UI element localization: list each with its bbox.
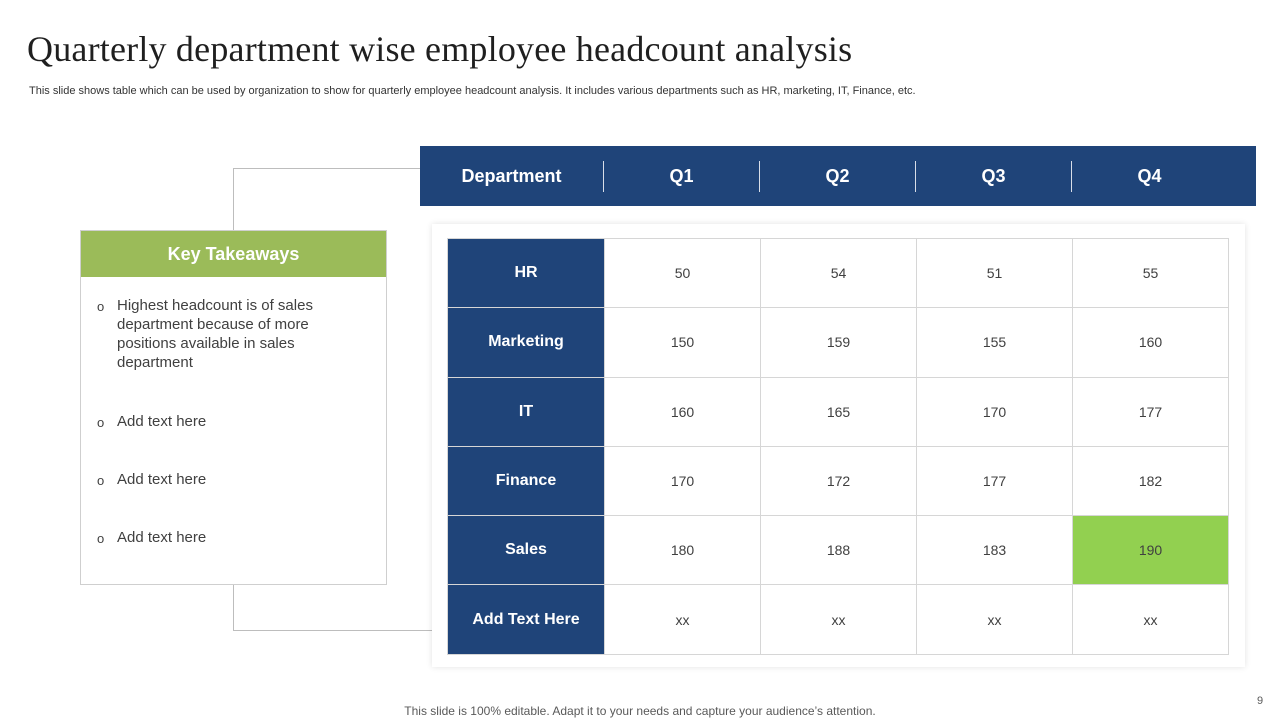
department-cell: Add Text Here (447, 584, 605, 655)
connector-line-bottom (233, 583, 448, 631)
value-cell: 160 (1072, 307, 1229, 378)
takeaway-text: Add text here (117, 413, 207, 430)
value-cell: 55 (1072, 237, 1229, 309)
connector-line-top (233, 168, 423, 231)
key-takeaways-box: Key Takeaways o Highest headcount is of … (80, 230, 387, 585)
value-cell: 160 (604, 376, 761, 447)
table-row: IT 160 165 170 177 (447, 376, 1229, 447)
footer-text: This slide is 100% editable. Adapt it to… (404, 704, 876, 718)
value-cell: 170 (604, 445, 761, 517)
circle-bullet-icon: o (97, 415, 105, 430)
value-cell: 188 (760, 515, 917, 586)
table-row: HR 50 54 51 55 (447, 237, 1229, 309)
value-cell: 150 (604, 307, 761, 378)
header-q2: Q2 (759, 160, 915, 192)
takeaway-item: o Highest headcount is of sales departme… (97, 296, 327, 372)
slide-title: Quarterly department wise employee headc… (27, 29, 853, 69)
slide-subtitle: This slide shows table which can be used… (29, 85, 916, 97)
headcount-table: HR 50 54 51 55 Marketing 150 159 155 160… (447, 237, 1229, 655)
department-cell: Finance (447, 445, 605, 517)
value-cell: xx (1072, 584, 1229, 655)
value-cell: 165 (760, 376, 917, 447)
table-row: Finance 170 172 177 182 (447, 445, 1229, 517)
page-number: 9 (1257, 695, 1264, 707)
value-cell: xx (916, 584, 1073, 655)
table-row: Sales 180 188 183 190 (447, 515, 1229, 586)
circle-bullet-icon: o (97, 473, 105, 488)
takeaway-text: Highest headcount is of sales department… (117, 297, 313, 371)
department-cell: Marketing (447, 307, 605, 378)
value-cell: 182 (1072, 445, 1229, 517)
value-cell: 177 (916, 445, 1073, 517)
takeaway-item: o Add text here (97, 528, 366, 547)
value-cell: 50 (604, 237, 761, 309)
value-cell: 172 (760, 445, 917, 517)
value-cell: 177 (1072, 376, 1229, 447)
header-q1: Q1 (603, 160, 759, 192)
value-cell: xx (604, 584, 761, 655)
takeaway-item: o Add text here (97, 412, 366, 431)
slide-footer: This slide is 100% editable. Adapt it to… (0, 704, 1280, 718)
value-cell: xx (760, 584, 917, 655)
value-cell: 54 (760, 237, 917, 309)
header-department: Department (461, 165, 562, 186)
header-q3: Q3 (915, 160, 1071, 192)
value-cell: 183 (916, 515, 1073, 586)
table-row: Marketing 150 159 155 160 (447, 307, 1229, 378)
value-cell: 180 (604, 515, 761, 586)
circle-bullet-icon: o (97, 531, 105, 546)
highlighted-value-cell: 190 (1072, 515, 1229, 586)
takeaway-text: Add text here (117, 471, 207, 488)
takeaway-text: Add text here (117, 529, 207, 546)
table-row: Add Text Here xx xx xx xx (447, 584, 1229, 655)
value-cell: 155 (916, 307, 1073, 378)
header-q4: Q4 (1071, 160, 1227, 192)
table-header-bar: Department Q1 Q2 Q3 Q4 (420, 146, 1256, 206)
value-cell: 159 (760, 307, 917, 378)
takeaway-item: o Add text here (97, 470, 366, 489)
circle-bullet-icon: o (97, 299, 105, 314)
key-takeaways-header: Key Takeaways (81, 231, 386, 277)
department-cell: HR (447, 237, 605, 309)
value-cell: 170 (916, 376, 1073, 447)
department-cell: Sales (447, 515, 605, 586)
department-cell: IT (447, 376, 605, 447)
value-cell: 51 (916, 237, 1073, 309)
key-takeaways-list: o Highest headcount is of sales departme… (81, 277, 386, 547)
